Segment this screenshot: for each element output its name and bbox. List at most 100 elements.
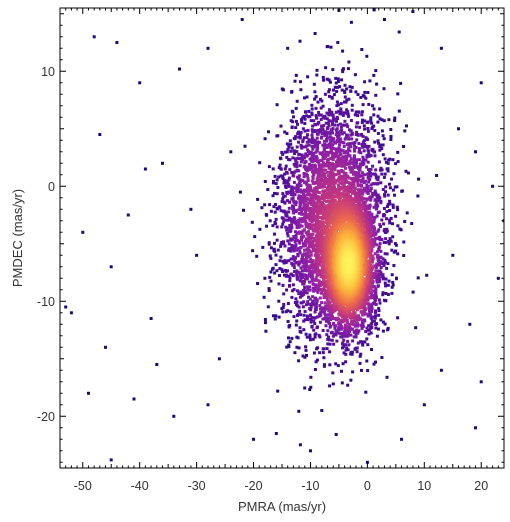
scatter-point	[369, 174, 373, 178]
scatter-point	[317, 208, 321, 212]
scatter-point	[303, 129, 307, 133]
scatter-point	[353, 319, 356, 323]
scatter-point	[309, 260, 313, 263]
scatter-point	[353, 195, 357, 199]
scatter-point	[295, 269, 299, 273]
scatter-point	[294, 243, 298, 247]
scatter-point	[391, 205, 395, 209]
scatter-point	[294, 236, 298, 240]
scatter-point	[386, 161, 390, 165]
scatter-point	[313, 316, 317, 320]
scatter-point	[348, 159, 352, 163]
scatter-point	[383, 18, 386, 21]
scatter-point	[334, 76, 338, 80]
scatter-point	[388, 186, 392, 190]
scatter-point	[307, 238, 311, 242]
scatter-point	[337, 205, 341, 209]
scatter-point	[356, 93, 360, 96]
scatter-point	[281, 259, 285, 263]
scatter-point	[344, 313, 348, 317]
scatter-point	[343, 309, 347, 313]
scatter-point	[350, 226, 353, 230]
scatter-point	[346, 125, 350, 129]
scatter-point	[357, 203, 360, 207]
scatter-point	[359, 340, 363, 344]
scatter-point	[396, 316, 400, 320]
scatter-point	[312, 211, 316, 215]
scatter-point	[355, 158, 359, 162]
scatter-point	[330, 217, 334, 221]
scatter-point	[319, 275, 323, 278]
scatter-point	[306, 246, 310, 250]
scatter-point	[323, 92, 327, 96]
scatter-point	[383, 281, 387, 285]
scatter-point	[287, 336, 290, 340]
scatter-point	[331, 242, 335, 246]
scatter-point	[326, 259, 330, 263]
scatter-point	[318, 152, 322, 156]
scatter-point	[263, 318, 267, 321]
scatter-point	[311, 176, 315, 180]
scatter-point	[334, 147, 338, 151]
scatter-point	[366, 91, 370, 94]
scatter-point	[311, 259, 315, 263]
scatter-point	[326, 307, 330, 311]
scatter-point	[416, 276, 420, 280]
scatter-point	[345, 142, 349, 146]
scatter-point	[376, 229, 380, 233]
scatter-point	[295, 319, 299, 323]
scatter-point	[362, 212, 366, 216]
scatter-point	[351, 370, 355, 374]
scatter-point	[338, 188, 342, 192]
scatter-point	[304, 332, 308, 336]
scatter-point	[297, 270, 301, 274]
scatter-point	[304, 110, 308, 114]
scatter-point	[361, 163, 365, 167]
scatter-point	[307, 190, 311, 194]
scatter-point	[341, 162, 345, 166]
scatter-point	[322, 198, 326, 202]
scatter-point	[381, 134, 385, 138]
scatter-point	[300, 118, 303, 122]
scatter-point	[357, 188, 360, 192]
scatter-point	[333, 168, 337, 172]
scatter-point	[382, 261, 386, 265]
scatter-point	[323, 196, 327, 200]
scatter-point	[364, 390, 368, 394]
scatter-point	[374, 323, 378, 326]
scatter-point	[381, 320, 385, 324]
scatter-point	[332, 218, 336, 222]
scatter-point	[394, 214, 398, 218]
scatter-point	[296, 304, 299, 308]
scatter-point	[382, 119, 386, 123]
scatter-point	[295, 145, 299, 149]
scatter-point	[312, 173, 316, 177]
scatter-point	[364, 293, 368, 297]
scatter-point	[281, 216, 285, 220]
scatter-point	[302, 288, 306, 292]
scatter-point	[324, 152, 328, 156]
scatter-point	[326, 292, 330, 296]
scatter-point	[299, 206, 303, 210]
scatter-point	[404, 169, 408, 173]
scatter-point	[307, 150, 310, 153]
scatter-point	[318, 185, 322, 189]
scatter-point	[283, 167, 287, 171]
scatter-point	[344, 323, 347, 327]
scatter-point	[318, 296, 322, 300]
scatter-point	[305, 335, 309, 339]
scatter-point	[379, 168, 382, 172]
scatter-point	[325, 161, 329, 165]
scatter-point	[316, 145, 320, 149]
scatter-point	[386, 205, 389, 208]
scatter-point	[361, 140, 365, 144]
scatter-point	[342, 171, 346, 175]
scatter-point	[377, 245, 381, 249]
scatter-point	[328, 350, 332, 354]
scatter-point	[285, 345, 289, 349]
scatter-point	[312, 351, 316, 355]
scatter-point	[109, 265, 113, 269]
scatter-point	[297, 409, 301, 413]
scatter-point	[302, 136, 306, 140]
scatter-point	[310, 144, 314, 148]
